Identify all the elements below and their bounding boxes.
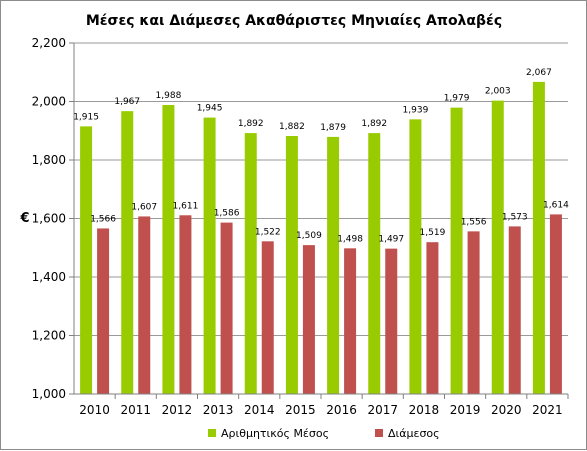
bar — [179, 215, 192, 394]
data-label: 1,556 — [461, 217, 487, 227]
data-label: 1,573 — [502, 212, 528, 222]
x-tick-label: 2013 — [203, 403, 234, 417]
bar — [409, 119, 422, 394]
data-label: 1,892 — [238, 119, 264, 129]
data-label: 2,067 — [526, 68, 552, 78]
x-tick-label: 2018 — [409, 403, 440, 417]
data-label: 1,519 — [420, 228, 446, 238]
x-tick-label: 2011 — [120, 403, 151, 417]
bar — [302, 245, 315, 394]
data-label: 1,939 — [403, 105, 429, 115]
data-label: 1,979 — [444, 94, 470, 104]
y-tick-label: 2,200 — [32, 36, 66, 50]
bar — [244, 133, 257, 394]
data-label: 1,566 — [90, 214, 116, 224]
legend: Αριθμητικός Μέσος Διάμεσος — [208, 427, 440, 440]
data-label: 1,892 — [361, 119, 387, 129]
legend-swatch — [375, 429, 383, 437]
x-tick-label: 2017 — [367, 403, 398, 417]
bar — [450, 107, 463, 394]
data-label: 1,879 — [320, 123, 346, 133]
legend-label: Αριθμητικός Μέσος — [221, 427, 329, 440]
x-tick-label: 2012 — [162, 403, 193, 417]
data-label: 1,522 — [255, 227, 281, 237]
data-label: 1,614 — [543, 200, 569, 210]
x-tick-label: 2016 — [326, 403, 357, 417]
bar — [549, 214, 562, 394]
data-label: 2,003 — [485, 87, 511, 97]
bar — [344, 248, 357, 394]
x-tick-label: 2019 — [450, 403, 481, 417]
y-tick-label: 2,000 — [32, 95, 66, 109]
data-label: 1,882 — [279, 122, 305, 132]
bar — [220, 222, 233, 394]
legend-label: Διάμεσος — [388, 427, 440, 440]
x-tick-label: 2021 — [532, 403, 563, 417]
data-label: 1,607 — [131, 202, 157, 212]
bar — [261, 241, 274, 394]
data-label: 1,497 — [378, 235, 404, 245]
bar — [532, 81, 545, 394]
y-tick-label: 1,400 — [32, 270, 66, 284]
grid-lines — [74, 42, 568, 395]
data-label: 1,498 — [337, 234, 363, 244]
y-tick-label: 1,200 — [32, 329, 66, 343]
data-labels: 1,915 1,566 1,967 1,607 1,988 1,611 1,945 1,586… — [73, 68, 569, 245]
bar — [508, 226, 521, 394]
bar — [121, 111, 134, 394]
chart-title: Μέσες και Διάμεσες Ακαθάριστες Μηνιαίες … — [86, 13, 502, 29]
data-label: 1,915 — [73, 112, 99, 122]
axes: 1,000 1,200 1,400 1,600 1,800 2,000 2,200 2010 2… — [32, 36, 569, 417]
bar — [467, 231, 480, 394]
data-label: 1,945 — [197, 104, 223, 114]
y-tick-label: 1,000 — [32, 387, 66, 401]
data-label: 1,988 — [156, 91, 182, 101]
bar — [491, 100, 504, 394]
data-label: 1,967 — [114, 97, 140, 107]
x-tick-label: 2015 — [285, 403, 316, 417]
bar — [97, 228, 110, 394]
bar — [285, 136, 298, 394]
bar — [426, 242, 439, 394]
bar — [368, 133, 381, 394]
data-label: 1,509 — [296, 231, 322, 241]
bar — [162, 105, 175, 394]
legend-swatch — [208, 429, 216, 437]
data-label: 1,611 — [173, 201, 199, 211]
bar — [203, 117, 216, 395]
data-label: 1,586 — [214, 209, 240, 219]
bar — [327, 136, 340, 394]
y-tick-label: 1,600 — [32, 212, 66, 226]
bar — [138, 216, 151, 394]
x-tick-label: 2010 — [79, 403, 110, 417]
y-axis-label: € — [19, 211, 29, 226]
y-tick-label: 1,800 — [32, 153, 66, 167]
bar — [385, 248, 398, 394]
bar — [80, 126, 93, 395]
x-tick-label: 2014 — [244, 403, 275, 417]
bars — [80, 81, 562, 395]
x-tick-label: 2020 — [491, 403, 522, 417]
